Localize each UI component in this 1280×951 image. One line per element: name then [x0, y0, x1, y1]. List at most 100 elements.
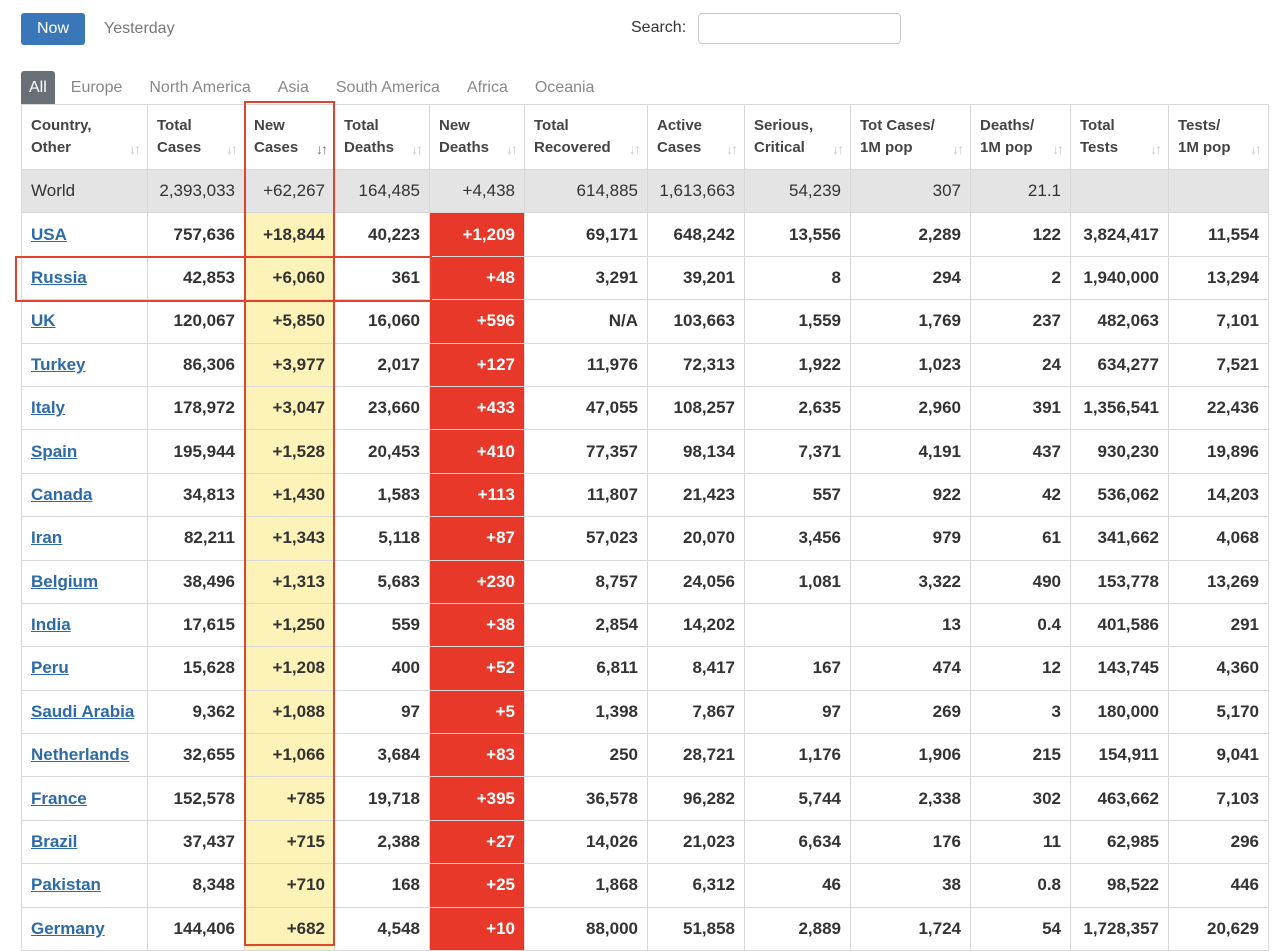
- column-header-total-recovered[interactable]: Total Recovered ↓↑: [524, 104, 648, 170]
- cell-serious-critical: 3,456: [744, 516, 851, 561]
- tab-europe[interactable]: Europe: [70, 79, 123, 96]
- cell-country: Iran: [21, 516, 148, 561]
- sort-icon[interactable]: ↓↑: [832, 141, 844, 157]
- sort-icon[interactable]: ↓↑: [952, 141, 964, 157]
- cell-total-tests: 930,230: [1070, 429, 1169, 474]
- cell-tests-per-1m: 5,170: [1168, 689, 1269, 735]
- table-row-spain: Spain 195,944 +1,528 20,453 +410 77,357 98,134…: [21, 429, 1269, 474]
- cell-total-tests: 98,522: [1070, 863, 1169, 908]
- cell-serious-critical: 1,559: [744, 299, 851, 344]
- cell-total-recovered: 47,055: [524, 385, 648, 431]
- tab-north-america[interactable]: North America: [149, 79, 251, 96]
- country-link[interactable]: Peru: [31, 658, 69, 678]
- cell-country: Saudi Arabia: [21, 689, 148, 735]
- country-link[interactable]: Germany: [31, 918, 105, 938]
- sort-icon[interactable]: ↓↑: [506, 141, 518, 157]
- sort-icon[interactable]: ↓↑: [411, 141, 423, 157]
- cell-new-cases: +785: [244, 776, 335, 821]
- covid-stats-table: Country, Other ↓↑ Total Cases ↓↑ New Cases ↓↑ Tot…: [21, 104, 1269, 951]
- cell-total-deaths: 1,583: [334, 472, 430, 518]
- country-link[interactable]: Canada: [31, 484, 93, 504]
- sort-icon[interactable]: ↓↑: [1052, 141, 1064, 157]
- cell-serious-critical: 46: [744, 863, 851, 908]
- sort-icon[interactable]: ↓↑: [726, 141, 738, 157]
- column-header-tests-per-1m[interactable]: Tests/1M pop ↓↑: [1168, 104, 1269, 170]
- sort-icon[interactable]: ↓↑: [226, 141, 238, 157]
- country-link[interactable]: Pakistan: [31, 875, 101, 895]
- country-link[interactable]: Belgium: [31, 571, 99, 591]
- column-header-total-tests[interactable]: Total Tests ↓↑: [1070, 104, 1169, 170]
- column-header-new-cases[interactable]: New Cases ↓↑: [244, 104, 335, 170]
- cell-tests-per-1m: 4,360: [1168, 646, 1269, 691]
- cell-serious-critical: 54,239: [744, 168, 851, 214]
- country-link[interactable]: Iran: [31, 528, 63, 548]
- cell-tests-per-1m: 11,554: [1168, 212, 1269, 257]
- cell-new-cases: +682: [244, 906, 335, 951]
- column-header-active-cases[interactable]: Active Cases ↓↑: [647, 104, 745, 170]
- yesterday-button[interactable]: Yesterday: [104, 20, 175, 37]
- cell-new-cases: +5,850: [244, 299, 335, 344]
- country-link[interactable]: Spain: [31, 441, 78, 461]
- cell-new-deaths: +27: [429, 819, 525, 865]
- cell-active-cases: 20,070: [647, 516, 745, 561]
- column-header-line2: Cases: [657, 139, 702, 156]
- column-header-line1: Total: [534, 117, 569, 134]
- search-input[interactable]: [698, 13, 901, 44]
- cell-new-deaths: +38: [429, 602, 525, 648]
- cell-total-deaths: 168: [334, 863, 430, 908]
- column-header-serious-critical[interactable]: Serious, Critical ↓↑: [744, 104, 851, 170]
- cell-total-recovered: N/A: [524, 299, 648, 344]
- column-header-new-deaths[interactable]: New Deaths ↓↑: [429, 104, 525, 170]
- cell-new-deaths: +230: [429, 559, 525, 604]
- country-link[interactable]: Brazil: [31, 832, 78, 852]
- cell-tot-cases-per-1m: 2,960: [850, 385, 971, 431]
- country-link[interactable]: India: [31, 615, 71, 635]
- cell-total-tests: 341,662: [1070, 516, 1169, 561]
- sort-icon[interactable]: ↓↑: [1150, 141, 1162, 157]
- cell-total-cases: 2,393,033: [147, 168, 245, 214]
- country-link[interactable]: Russia: [31, 267, 87, 287]
- cell-serious-critical: 557: [744, 472, 851, 518]
- column-header-line1: Country,: [31, 117, 92, 134]
- table-row-russia: Russia 42,853 +6,060 361 +48 3,291 39,201 8 294 2…: [21, 255, 1269, 301]
- cell-total-deaths: 2,388: [334, 819, 430, 865]
- cell-active-cases: 24,056: [647, 559, 745, 604]
- sort-icon[interactable]: ↓↑: [129, 141, 141, 157]
- cell-new-cases: +1,430: [244, 472, 335, 518]
- cell-deaths-per-1m: 24: [970, 342, 1071, 387]
- cell-total-deaths: 16,060: [334, 299, 430, 344]
- sort-icon[interactable]: ↓↑: [629, 141, 641, 157]
- country-link[interactable]: UK: [31, 311, 56, 331]
- cell-country: Russia: [21, 255, 148, 301]
- cell-deaths-per-1m: 122: [970, 212, 1071, 257]
- cell-tests-per-1m: 9,041: [1168, 733, 1269, 778]
- cell-total-cases: 15,628: [147, 646, 245, 691]
- column-header-total-deaths[interactable]: Total Deaths ↓↑: [334, 104, 430, 170]
- tab-oceania[interactable]: Oceania: [534, 79, 595, 96]
- country-link[interactable]: Netherlands: [31, 745, 130, 765]
- column-header-total-cases[interactable]: Total Cases ↓↑: [147, 104, 245, 170]
- sort-icon[interactable]: ↓↑: [1250, 141, 1262, 157]
- cell-tests-per-1m: 22,436: [1168, 385, 1269, 431]
- country-link[interactable]: Italy: [31, 398, 66, 418]
- now-button[interactable]: Now: [21, 13, 85, 45]
- column-header-tot-cases-per-1m[interactable]: Tot Cases/1M pop ↓↑: [850, 104, 971, 170]
- tab-south-america[interactable]: South America: [335, 79, 440, 96]
- cell-total-tests: 463,662: [1070, 776, 1169, 821]
- cell-new-cases: +1,313: [244, 559, 335, 604]
- country-link[interactable]: Saudi Arabia: [31, 701, 135, 721]
- cell-deaths-per-1m: 0.8: [970, 863, 1071, 908]
- country-link[interactable]: USA: [31, 224, 67, 244]
- country-link[interactable]: France: [31, 788, 87, 808]
- column-header-deaths-per-1m[interactable]: Deaths/1M pop ↓↑: [970, 104, 1071, 170]
- table-row-belgium: Belgium 38,496 +1,313 5,683 +230 8,757 24,056 1…: [21, 559, 1269, 604]
- tab-asia[interactable]: Asia: [277, 79, 309, 96]
- sort-icon[interactable]: ↓↑: [316, 141, 328, 157]
- cell-total-tests: 143,745: [1070, 646, 1169, 691]
- cell-total-tests: 154,911: [1070, 733, 1169, 778]
- tab-africa[interactable]: Africa: [466, 79, 508, 96]
- cell-tot-cases-per-1m: 1,023: [850, 342, 971, 387]
- column-header-country[interactable]: Country, Other ↓↑: [21, 104, 148, 170]
- tab-all[interactable]: All: [21, 71, 55, 104]
- country-link[interactable]: Turkey: [31, 354, 86, 374]
